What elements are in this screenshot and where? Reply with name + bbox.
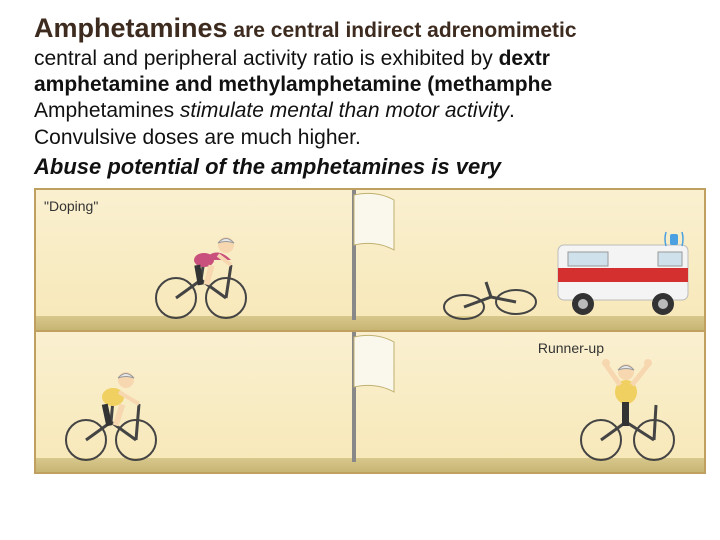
cyclist-doping-riding bbox=[146, 210, 256, 320]
line-3: amphetamine and methylamphetamine (metha… bbox=[34, 72, 696, 98]
title-line: Amphetamines are central indirect adreno… bbox=[34, 12, 696, 46]
ambulance bbox=[548, 220, 698, 320]
line-2: central and peripheral activity ratio is… bbox=[34, 46, 696, 72]
line-4: Amphetamines stimulate mental than motor… bbox=[34, 98, 696, 124]
finish-flag-2 bbox=[346, 332, 396, 462]
title-rest: are central indirect adrenomimetic bbox=[228, 19, 577, 42]
fallen-bike bbox=[436, 272, 546, 322]
finish-flag-1 bbox=[346, 190, 396, 320]
title-amphetamines: Amphetamines bbox=[34, 13, 228, 43]
cyclist-runnerup-celebrating bbox=[566, 337, 686, 462]
abuse-line: Abuse potential of the amphetamines is v… bbox=[34, 153, 696, 181]
panel-runnerup: Runner-up bbox=[36, 332, 704, 472]
doping-label: "Doping" bbox=[44, 198, 98, 214]
panel-doping: "Doping" bbox=[36, 190, 704, 332]
cyclist-runnerup-riding bbox=[56, 342, 166, 462]
doping-figure: "Doping" bbox=[34, 188, 706, 474]
line-5: Convulsive doses are much higher. bbox=[34, 125, 696, 151]
